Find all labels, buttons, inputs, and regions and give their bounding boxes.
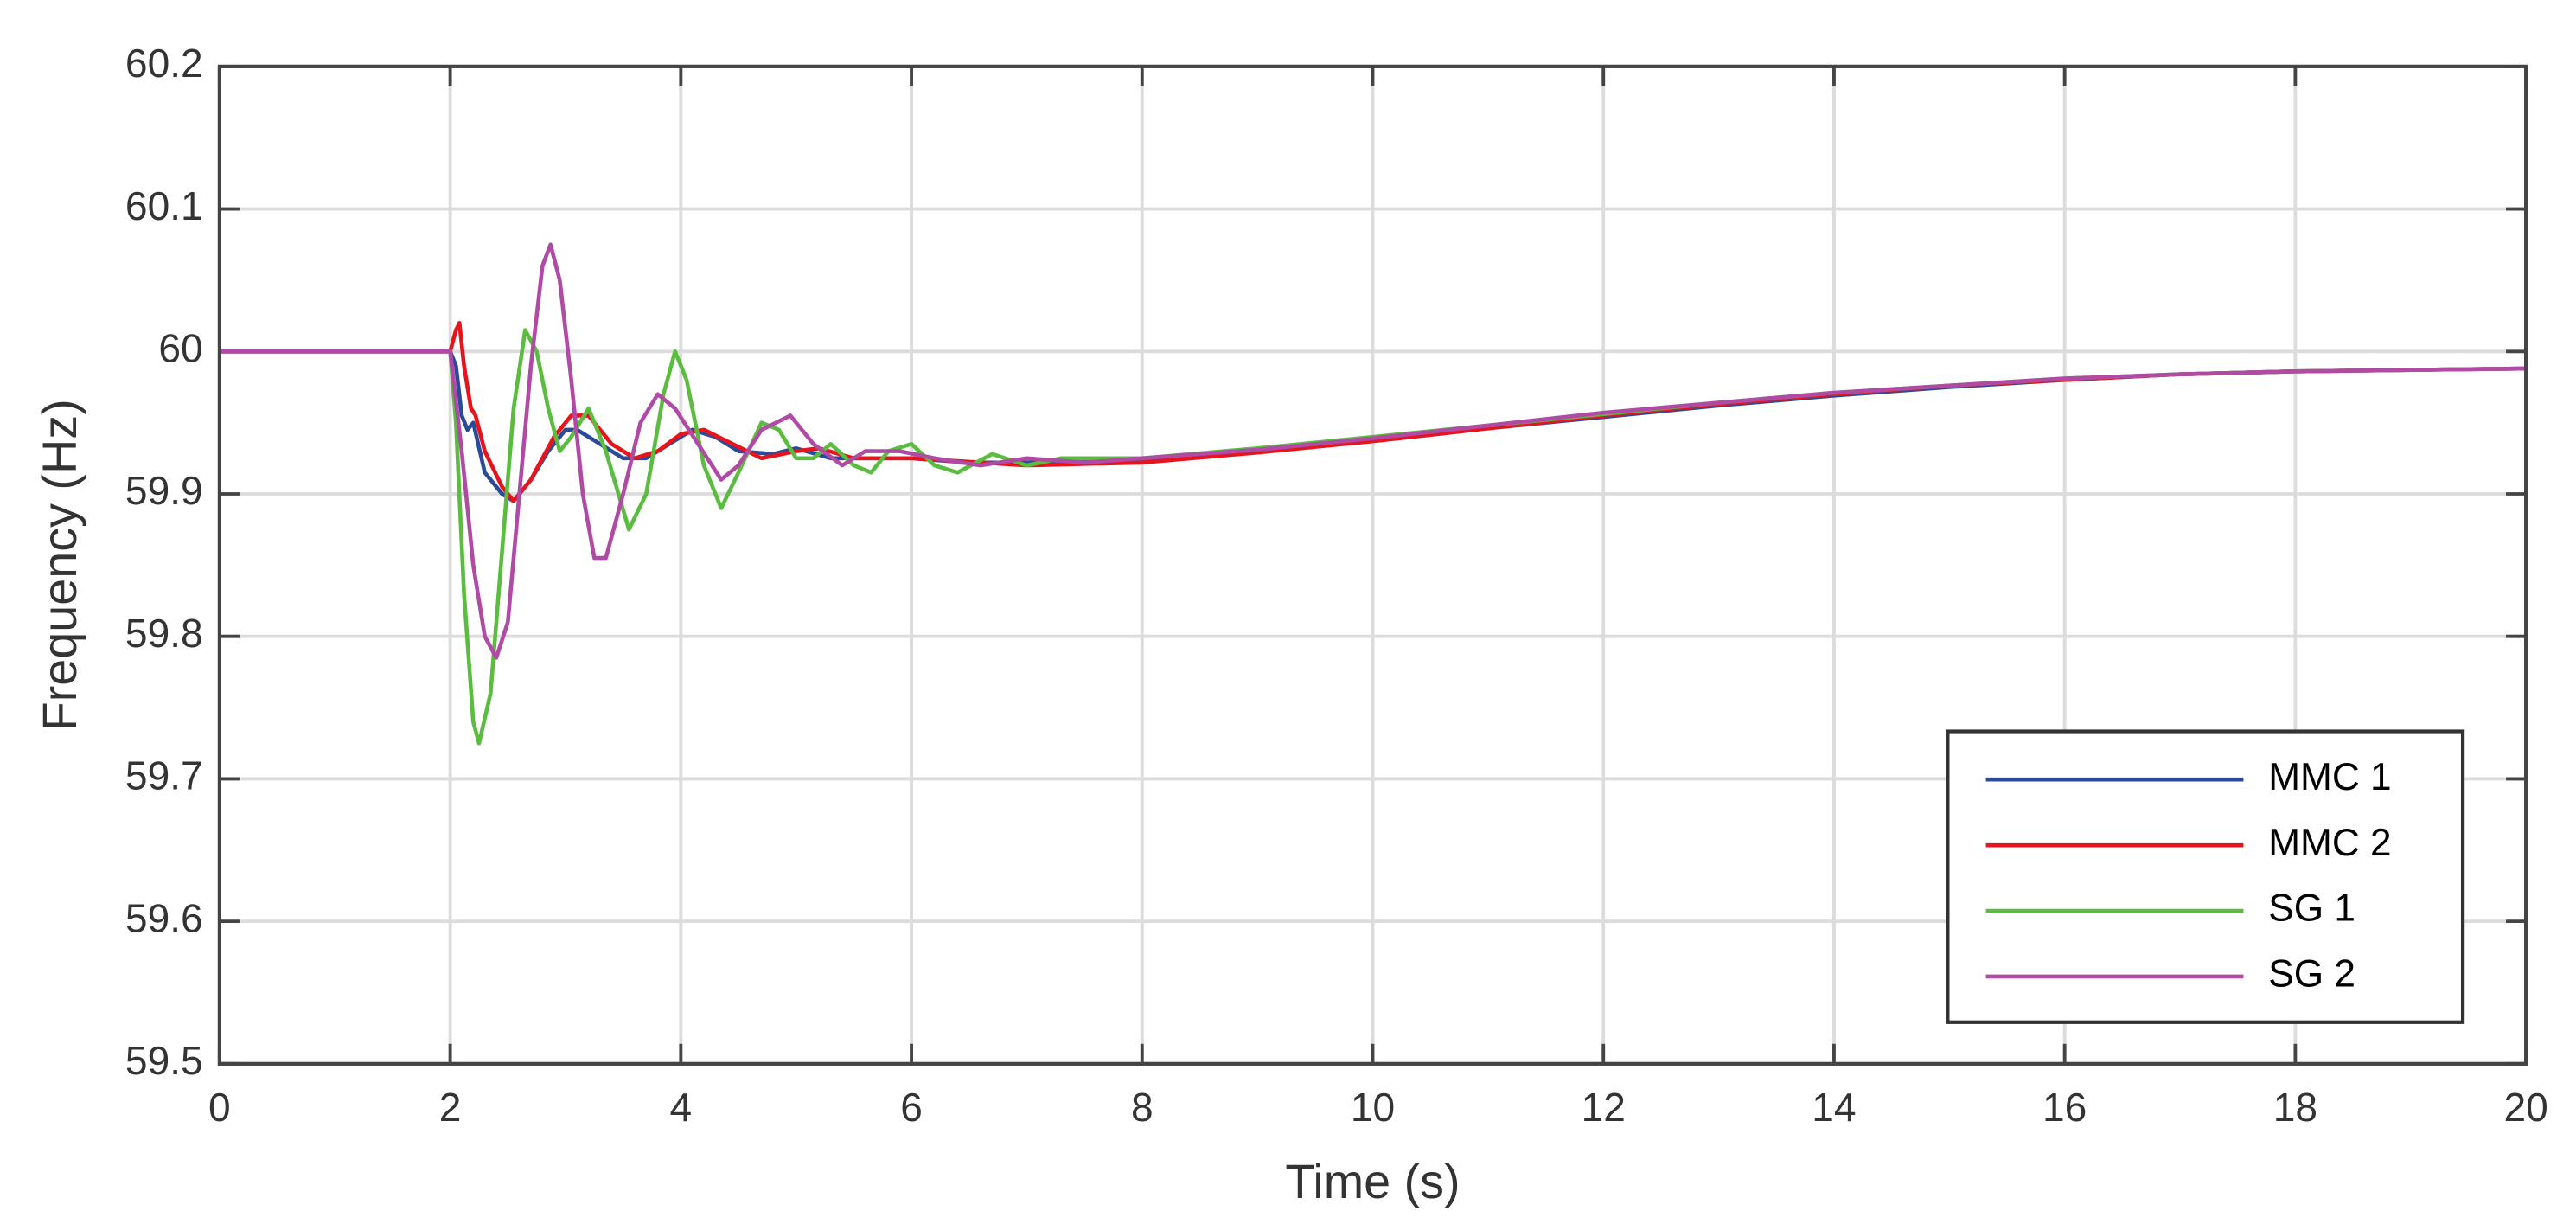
y-tick-label: 59.8 (125, 611, 203, 656)
legend-label: MMC 1 (2268, 756, 2391, 798)
y-tick-label: 60.1 (125, 183, 203, 228)
x-tick-label: 14 (1812, 1085, 1856, 1130)
x-tick-label: 4 (670, 1085, 693, 1130)
plot-frame (217, 64, 2528, 1066)
x-tick-label: 8 (1131, 1085, 1154, 1130)
y-tick-label: 60 (158, 325, 202, 370)
x-tick-label: 20 (2503, 1085, 2547, 1130)
y-tick-label: 59.5 (125, 1038, 203, 1083)
x-tick-label: 10 (1351, 1085, 1395, 1130)
x-tick-label: 2 (439, 1085, 462, 1130)
x-tick-label: 0 (208, 1085, 231, 1130)
x-tick-label: 12 (1582, 1085, 1626, 1130)
x-tick-label: 16 (2042, 1085, 2087, 1130)
series-line (219, 242, 2527, 660)
x-tick-label: 6 (900, 1085, 923, 1130)
legend-label: MMC 2 (2268, 822, 2391, 864)
legend-label: SG 2 (2268, 953, 2355, 996)
y-axis-label: Frequency (Hz) (33, 399, 86, 731)
y-tick-label: 59.6 (125, 895, 203, 940)
y-tick-label: 60.2 (125, 41, 203, 86)
legend-label: SG 1 (2268, 887, 2355, 930)
x-tick-label: 18 (2273, 1085, 2317, 1130)
y-tick-label: 59.9 (125, 468, 203, 513)
y-tick-label: 59.7 (125, 753, 203, 798)
x-axis-label: Time (s) (1285, 1155, 1460, 1208)
